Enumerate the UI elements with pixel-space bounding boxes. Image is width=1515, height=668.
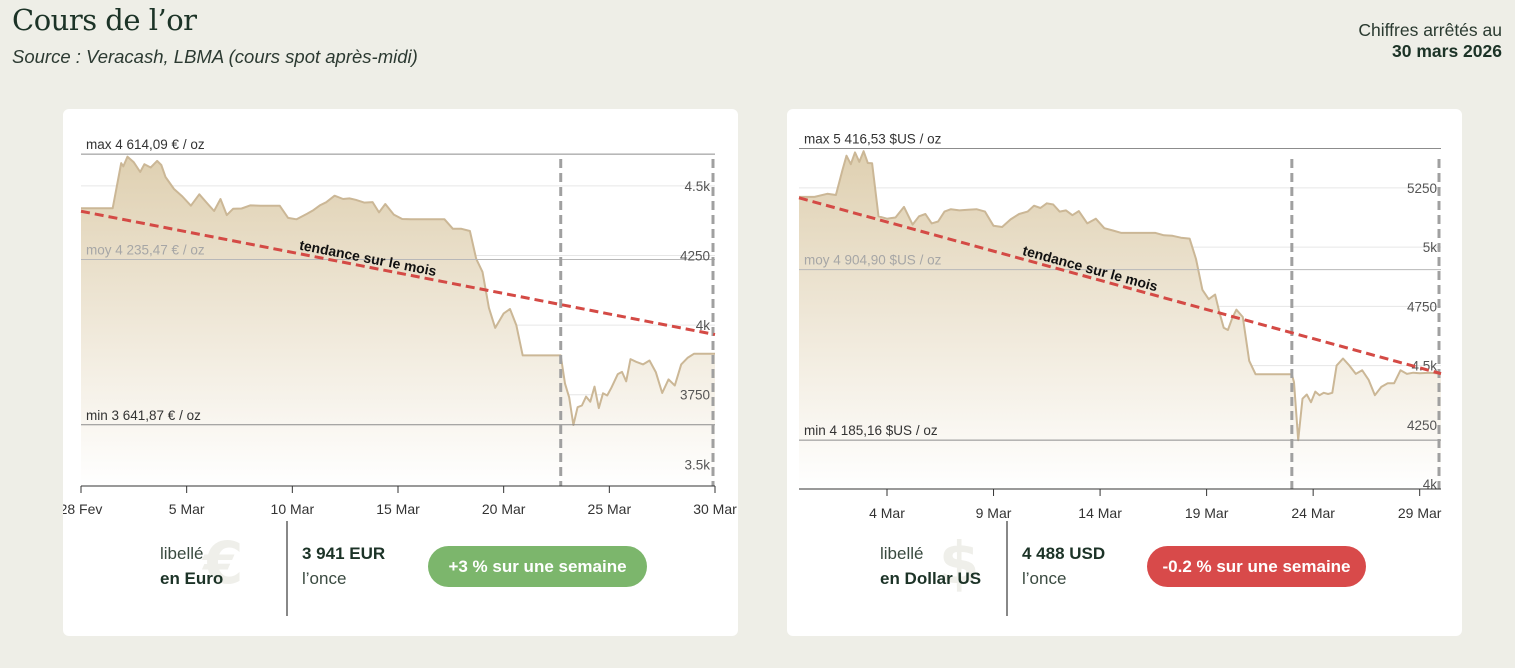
x-tick-label: 24 Mar	[1291, 505, 1335, 521]
asof-date: 30 mars 2026	[1392, 41, 1502, 61]
x-tick-label: 30 Mar	[693, 501, 737, 517]
gold-card-euro: max 4 614,09 € / oz moy 4 235,47 € / oz mi…	[63, 109, 738, 636]
trend-line	[798, 196, 1442, 376]
ref-label-min: min 3 641,87 € / oz	[86, 408, 201, 423]
price-line	[81, 155, 715, 426]
price-line	[799, 150, 1442, 442]
price-unit: l’once	[1022, 569, 1067, 588]
divider	[1006, 521, 1008, 616]
currency-name: en Euro	[160, 569, 224, 588]
y-tick-label: 4.5k	[684, 179, 710, 194]
currency-label: libellé	[160, 544, 204, 563]
weekly-change-badge: +3 % sur une semaine	[428, 546, 647, 587]
ref-label-avg: moy 4 235,47 € / oz	[86, 243, 205, 258]
price-value: 4 488 USD	[1022, 544, 1106, 563]
x-tick-label: 5 Mar	[169, 501, 205, 517]
x-tick-label: 29 Mar	[1398, 505, 1442, 521]
y-tick-label: 4.5k	[1411, 359, 1437, 374]
divider	[286, 521, 288, 616]
currency-label: libellé	[880, 544, 924, 563]
ref-label-max: max 5 416,53 $US / oz	[804, 131, 942, 146]
x-tick-label: 25 Mar	[588, 501, 632, 517]
x-tick-label: 19 Mar	[1185, 505, 1229, 521]
x-tick-label: 10 Mar	[271, 501, 315, 517]
currency-caption: libellé en Euro	[160, 541, 223, 591]
x-tick-label: 28 Fev	[63, 501, 102, 517]
currency-caption: libellé en Dollar US	[880, 541, 981, 591]
price-value: 3 941 EUR	[302, 544, 386, 563]
x-tick-label: 20 Mar	[482, 501, 526, 517]
chart-euro: max 4 614,09 € / oz moy 4 235,47 € / oz mi…	[63, 137, 737, 517]
y-tick-label: 4k	[1423, 477, 1438, 492]
price-block: 3 941 EUR l’once	[302, 541, 385, 591]
y-tick-label: 4250	[680, 249, 710, 264]
y-tick-label: 3.5k	[684, 457, 710, 472]
page-source: Source : Veracash, LBMA (cours spot aprè…	[12, 46, 418, 67]
chart-dollar: max 5 416,53 $US / oz moy 4 904,90 $US / …	[798, 131, 1442, 521]
page-title: Cours de l’or	[12, 3, 197, 37]
x-tick-label: 15 Mar	[376, 501, 420, 517]
price-block: 4 488 USD l’once	[1022, 541, 1105, 591]
asof-block: Chiffres arrêtés au 30 mars 2026	[1358, 20, 1502, 62]
x-tick-label: 4 Mar	[869, 505, 905, 521]
trend-line	[80, 209, 716, 337]
y-tick-label: 4k	[696, 318, 711, 333]
y-tick-label: 5k	[1423, 240, 1438, 255]
weekly-change-badge: -0.2 % sur une semaine	[1147, 546, 1366, 587]
y-tick-label: 3750	[680, 388, 710, 403]
currency-name: en Dollar US	[880, 569, 982, 588]
y-tick-label: 4750	[1407, 299, 1437, 314]
currency-watermark-icon: $	[939, 529, 980, 597]
gold-card-dollar: max 5 416,53 $US / oz moy 4 904,90 $US / …	[787, 109, 1462, 636]
ref-label-avg: moy 4 904,90 $US / oz	[804, 253, 942, 268]
y-tick-label: 4250	[1407, 418, 1437, 433]
x-tick-label: 9 Mar	[976, 505, 1012, 521]
currency-watermark-icon: €	[203, 529, 244, 597]
x-tick-label: 14 Mar	[1078, 505, 1122, 521]
ref-label-min: min 4 185,16 $US / oz	[804, 423, 938, 438]
asof-label: Chiffres arrêtés au	[1358, 20, 1502, 40]
ref-label-max: max 4 614,09 € / oz	[86, 137, 205, 152]
price-unit: l’once	[302, 569, 347, 588]
price-area	[81, 156, 715, 486]
price-area	[799, 151, 1441, 489]
y-tick-label: 5250	[1407, 181, 1437, 196]
